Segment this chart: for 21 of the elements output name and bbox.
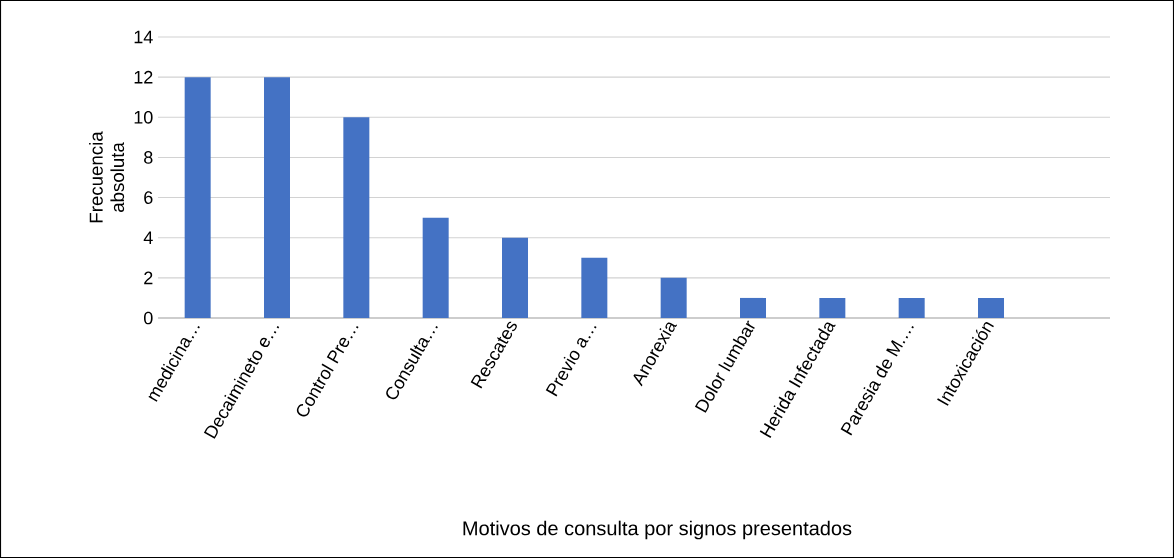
bar: [740, 297, 767, 318]
y-tick-label: 8: [144, 151, 153, 164]
bar: [819, 297, 846, 318]
y-tick-label: 6: [144, 191, 153, 204]
y-tick-label: 4: [143, 231, 153, 244]
bar: [660, 277, 687, 318]
bar: [343, 117, 370, 318]
bar: [184, 77, 211, 318]
y-tick-label: 12: [134, 70, 153, 84]
x-axis-title: Motivos de consulta por signos presentados: [463, 520, 852, 540]
y-tick-label: 14: [134, 30, 153, 44]
y-tick-label: 10: [134, 110, 153, 124]
bar: [978, 297, 1005, 318]
bar: [502, 237, 528, 318]
y-tick-label: 0: [143, 311, 153, 325]
bar: [581, 257, 608, 318]
bar: [422, 217, 449, 318]
bar: [264, 77, 290, 318]
y-axis-title: Frecuencia absoluta: [89, 131, 125, 223]
y-tick-label: 2: [144, 271, 153, 285]
bar: [898, 297, 925, 318]
